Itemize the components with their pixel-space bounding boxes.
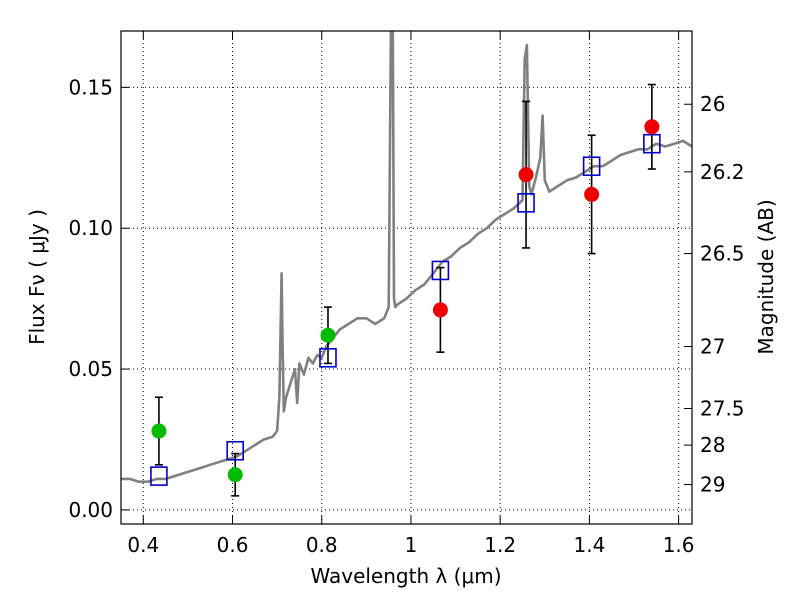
y2-tick-label: 27.5 — [700, 396, 745, 420]
model-photometry-square — [319, 347, 337, 368]
x-tick-label: 0.6 — [217, 533, 249, 557]
optical-data-point — [320, 327, 336, 343]
nir-data-point — [432, 302, 448, 318]
y-tick-label: 0.15 — [68, 75, 113, 99]
plot-background — [121, 31, 692, 524]
x-tick-label: 1.4 — [573, 533, 605, 557]
nir-data-point — [644, 119, 660, 135]
y2-tick-label: 26.5 — [700, 242, 745, 266]
plot-frame — [120, 30, 693, 525]
x-axis-title: Wavelength λ (μm) — [310, 564, 501, 588]
y2-ticks: 26 26.2 26.5 27 27.5 28 29 — [684, 92, 745, 497]
nir-data-point — [584, 186, 600, 202]
y-tick-label: 0.05 — [68, 357, 113, 381]
optical-data-point — [151, 423, 167, 439]
markers — [150, 119, 661, 486]
y2-tick-label: 26 — [700, 92, 725, 116]
x-tick-label: 0.8 — [306, 533, 338, 557]
y2-tick-label: 29 — [700, 473, 725, 497]
x-tick-label: 1 — [405, 533, 418, 557]
y-axis-title: Flux Fν ( μJy ) — [25, 209, 49, 345]
y-ticks: 0.00 0.05 0.10 0.15 — [68, 75, 129, 522]
y2-axis-title: Magnitude (AB) — [754, 199, 778, 354]
y2-tick-label: 27 — [700, 335, 725, 359]
model-photometry-square — [150, 466, 168, 486]
nir-data-point — [518, 167, 534, 183]
x-tick-label: 1.2 — [484, 533, 516, 557]
model-photometry-square — [643, 133, 661, 154]
y-tick-label: 0.00 — [68, 498, 113, 522]
x-tick-label: 1.6 — [663, 533, 695, 557]
model-photometry-square — [431, 260, 450, 281]
y2-tick-label: 28 — [700, 433, 725, 457]
x-ticks: 0.4 0.6 0.8 1 1.2 1.4 1.6 — [127, 31, 695, 557]
y2-tick-label: 26.2 — [700, 160, 745, 184]
optical-data-point — [227, 467, 243, 483]
model-photometry-square — [517, 193, 535, 213]
spectrum-polyline — [121, 31, 692, 484]
x-tick-label: 0.4 — [127, 533, 159, 557]
spectrum-line — [121, 31, 692, 484]
model-photometry-square — [226, 440, 244, 461]
y-tick-label: 0.10 — [68, 216, 113, 240]
model-photometry-square — [582, 156, 601, 177]
